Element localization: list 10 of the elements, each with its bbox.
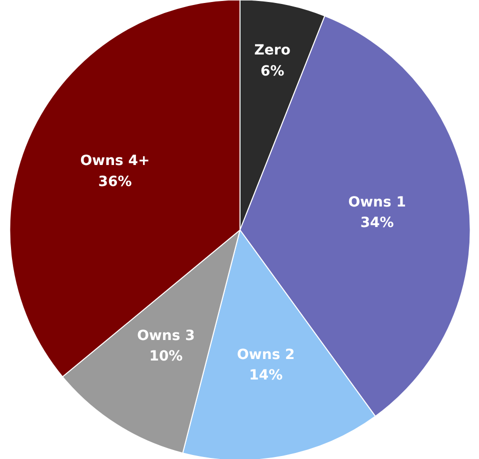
slice-label: Owns 1 — [348, 194, 406, 210]
slice-label: Owns 4+ — [80, 152, 150, 169]
slice-label: Owns 3 — [137, 328, 195, 344]
slice-label: Owns 2 — [237, 346, 295, 363]
data-label: 36% — [98, 174, 132, 190]
data-label: 10% — [149, 348, 183, 365]
data-label: 6% — [260, 63, 284, 80]
data-label: 14% — [249, 368, 283, 384]
data-label: 34% — [360, 215, 394, 232]
slice-label: Zero — [254, 42, 291, 59]
